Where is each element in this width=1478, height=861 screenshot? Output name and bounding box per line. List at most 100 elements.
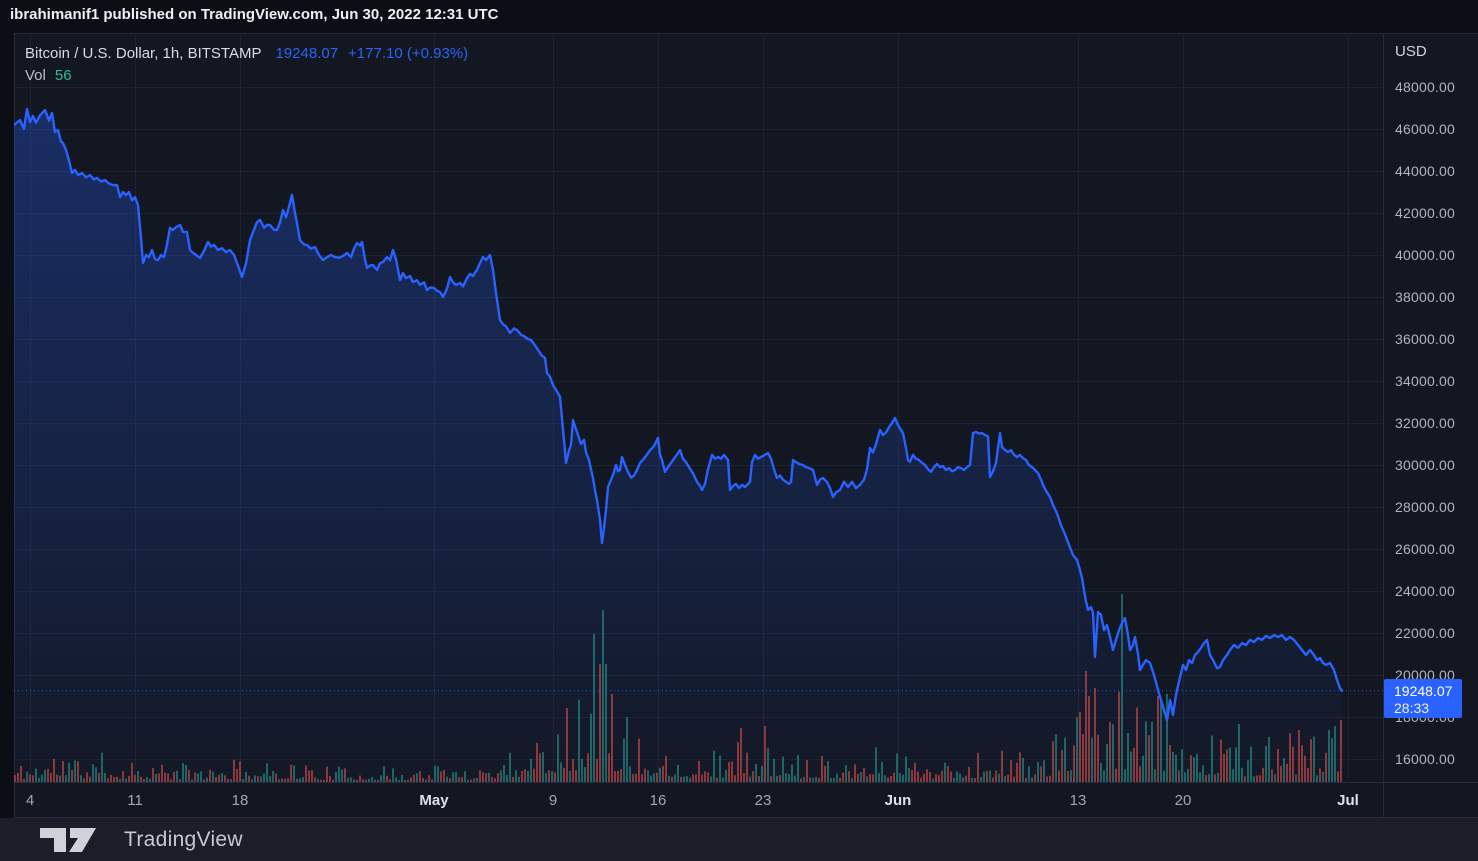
volume-bar <box>497 773 499 782</box>
volume-bar <box>1211 735 1213 782</box>
volume-bar <box>1244 776 1246 782</box>
volume-bar <box>1136 707 1138 782</box>
volume-bar <box>230 779 232 782</box>
volume-bar <box>1250 746 1252 782</box>
volume-bar <box>1040 766 1042 782</box>
volume-bar <box>35 768 37 782</box>
volume-bar <box>164 772 166 782</box>
volume-bar <box>242 779 244 782</box>
volume-bar <box>908 767 910 782</box>
volume-bar <box>1100 763 1102 782</box>
volume-bar <box>485 773 487 782</box>
volume-bar <box>371 777 373 782</box>
volume-bar <box>869 774 871 782</box>
volume-bar <box>314 777 316 782</box>
volume-bar <box>887 777 889 782</box>
volume-bar <box>389 779 391 782</box>
volume-bar <box>605 664 607 782</box>
volume-bar <box>512 777 514 782</box>
volume-bar <box>1340 720 1342 782</box>
volume-bar <box>1064 737 1066 782</box>
volume-bar <box>1229 747 1231 782</box>
volume-bar <box>1118 691 1120 782</box>
volume-bar <box>89 776 91 782</box>
badge-countdown: 28:33 <box>1394 700 1430 716</box>
legend-row-symbol: Bitcoin / U.S. Dollar, 1h, BITSTAMP 19248… <box>25 44 468 64</box>
volume-bar <box>347 777 349 782</box>
volume-bar <box>1115 768 1117 782</box>
volume-bar <box>827 761 829 782</box>
volume-bar <box>203 779 205 782</box>
volume-bar <box>299 778 301 782</box>
volume-bar <box>1247 760 1249 782</box>
volume-bar <box>1058 770 1060 782</box>
volume-bar <box>662 766 664 782</box>
volume-bar <box>62 761 64 782</box>
volume-bar <box>848 771 850 782</box>
chart-pane[interactable] <box>14 33 1383 783</box>
volume-bar <box>1331 738 1333 782</box>
volume-bar <box>413 774 415 782</box>
volume-series <box>14 594 1342 782</box>
volume-bar <box>851 778 853 782</box>
volume-bar <box>1031 777 1033 782</box>
volume-bar <box>1085 671 1087 782</box>
volume-bar <box>1019 752 1021 782</box>
volume-bar <box>356 779 358 782</box>
volume-bar <box>794 775 796 782</box>
volume-bar <box>1307 768 1309 782</box>
volume-value: 56 <box>54 67 72 84</box>
symbol-title[interactable]: Bitcoin / U.S. Dollar, 1h, BITSTAMP <box>25 45 262 62</box>
volume-bar <box>593 634 595 782</box>
volume-bar <box>509 752 511 782</box>
volume-bar <box>1301 745 1303 782</box>
volume-bar <box>1166 694 1168 782</box>
volume-bar <box>545 773 547 782</box>
volume-bar <box>740 728 742 782</box>
volume-bar <box>971 777 973 782</box>
volume-bar <box>266 763 268 782</box>
volume-bar <box>1172 751 1174 782</box>
volume-bar <box>53 759 55 782</box>
volume-bar <box>527 770 529 782</box>
volume-bar <box>1319 768 1321 782</box>
legend-row-volume: Vol 56 <box>25 66 468 86</box>
volume-bar <box>824 766 826 782</box>
volume-bar <box>50 773 52 782</box>
volume-bar <box>326 766 328 782</box>
tradingview-logo-icon[interactable] <box>40 827 100 853</box>
volume-bar <box>932 778 934 782</box>
volume-bar <box>359 775 361 782</box>
time-axis-background[interactable] <box>14 783 1383 818</box>
tradingview-brand-name[interactable]: TradingView <box>124 827 243 851</box>
volume-bar <box>914 762 916 782</box>
price-axis-divider[interactable] <box>1383 33 1384 818</box>
volume-bar <box>464 771 466 782</box>
volume-bar <box>392 768 394 782</box>
volume-bar <box>1268 737 1270 782</box>
volume-bar <box>248 775 250 782</box>
volume-bar <box>551 771 553 782</box>
volume-bar <box>491 776 493 782</box>
volume-bar <box>758 776 760 782</box>
volume-bar <box>983 771 985 782</box>
volume-bar <box>686 776 688 782</box>
volume-bar <box>1256 775 1258 782</box>
volume-bar <box>1160 698 1162 782</box>
volume-bar <box>770 775 772 782</box>
volume-bar <box>845 765 847 782</box>
volume-bar <box>629 766 631 782</box>
volume-bar <box>341 769 343 782</box>
volume-bar <box>104 772 106 782</box>
volume-bar <box>398 780 400 782</box>
volume-bar <box>56 774 58 782</box>
volume-bar <box>221 773 223 782</box>
volume-bar <box>1286 763 1288 782</box>
volume-bar <box>1109 721 1111 782</box>
volume-bar <box>1028 766 1030 782</box>
volume-bar <box>263 773 265 782</box>
volume-bar <box>947 765 949 782</box>
volume-bar <box>74 760 76 782</box>
volume-bar <box>110 774 112 782</box>
